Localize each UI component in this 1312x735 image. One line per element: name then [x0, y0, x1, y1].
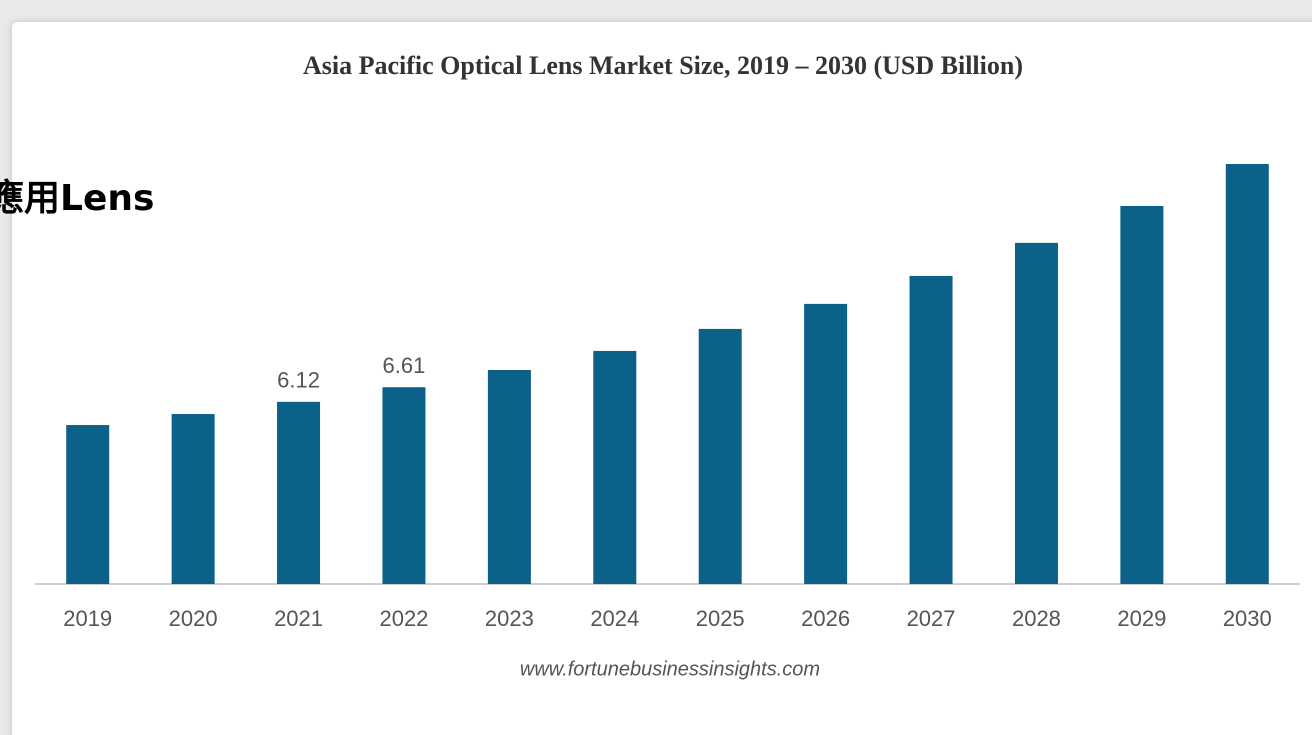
chart-card — [12, 22, 1312, 735]
x-tick-label: 2021 — [274, 606, 323, 631]
x-tick-label: 2029 — [1117, 606, 1166, 631]
source: www.fortunebusinessinsights.com — [520, 658, 820, 680]
bars — [66, 164, 1269, 585]
x-tick-label: 2024 — [590, 606, 639, 631]
x-tick-label: 2028 — [1012, 606, 1061, 631]
x-tick-label: 2030 — [1223, 606, 1272, 631]
bar — [487, 369, 531, 584]
bar — [171, 414, 215, 584]
bar — [277, 401, 321, 584]
bar — [909, 275, 953, 584]
bar — [1120, 205, 1164, 585]
x-tick-label: 2019 — [63, 606, 112, 631]
x-tick-label: 2020 — [169, 606, 218, 631]
overlay-text: 應用Lens — [0, 177, 154, 219]
value-label: 6.61 — [383, 353, 426, 378]
bar — [593, 350, 637, 584]
chart-title: Asia Pacific Optical Lens Market Size, 2… — [303, 51, 1023, 80]
bar — [1014, 242, 1058, 584]
bar — [66, 425, 110, 584]
x-tick-label: 2022 — [379, 606, 428, 631]
x-tick-label: 2027 — [907, 606, 956, 631]
x-tick-label: 2023 — [485, 606, 534, 631]
value-label: 6.12 — [277, 368, 320, 393]
bar — [698, 328, 742, 584]
bar — [1225, 164, 1269, 584]
bar — [382, 387, 426, 584]
x-tick-label: 2026 — [801, 606, 850, 631]
bar — [804, 303, 848, 584]
x-tick-label: 2025 — [696, 606, 745, 631]
